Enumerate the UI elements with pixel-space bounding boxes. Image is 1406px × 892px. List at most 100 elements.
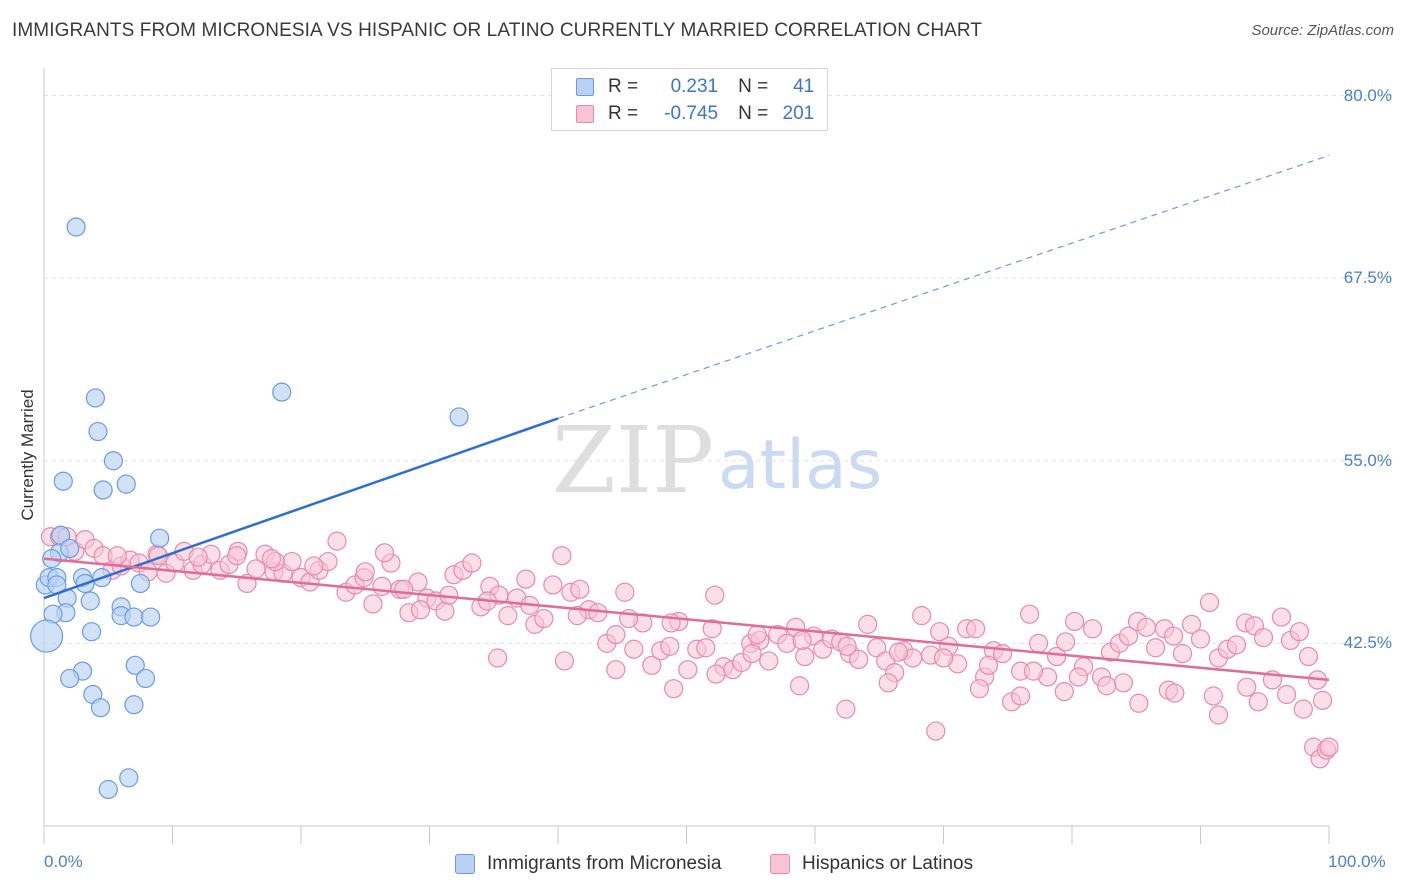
data-point-hispanics [660,636,680,656]
data-point-hispanics [1054,681,1074,702]
data-point-hispanics [1276,684,1297,705]
data-point-hispanics [696,638,716,658]
legend-swatch-hispanics [576,105,594,123]
data-point-hispanics [304,556,324,576]
data-point-micronesia [60,668,80,689]
data-point-hispanics [1319,737,1339,757]
data-point-hispanics [789,676,810,696]
data-point-hispanics [1082,619,1103,639]
data-point-micronesia [125,655,145,675]
data-point-micronesia [124,695,144,715]
data-point-hispanics [742,644,762,664]
data-point-hispanics [792,630,812,651]
data-point-hispanics [1165,683,1185,703]
data-point-hispanics [606,625,626,645]
y-tick-label: 42.5% [1343,633,1392,653]
data-point-micronesia [119,768,139,788]
data-point-micronesia [66,217,86,237]
legend-r-value: -0.745 [664,103,719,124]
data-point-micronesia [124,607,144,627]
data-point-micronesia [81,622,102,642]
data-point-hispanics [747,625,767,645]
data-point-hispanics [930,622,950,642]
data-point-hispanics [878,673,898,693]
data-point-hispanics [888,642,909,662]
legend-swatch-micronesia [576,78,594,96]
data-point-micronesia [449,407,469,427]
trend-lines [43,154,1330,682]
data-point-hispanics [1010,686,1031,706]
data-point-hispanics [702,619,722,639]
data-point-hispanics [355,562,375,582]
data-point-hispanics [1293,699,1313,719]
bottom-legend-swatch-micronesia [455,854,475,874]
data-point-hispanics [516,569,536,589]
data-point-micronesia [88,421,108,442]
data-point-hispanics [1163,626,1184,646]
y-tick-label: 80.0% [1343,85,1392,105]
data-point-micronesia [130,573,150,594]
data-point-hispanics [795,646,815,667]
data-point-hispanics [363,594,383,614]
data-point-micronesia [135,668,156,689]
data-point-micronesia [141,607,161,627]
data-point-micronesia [53,471,73,491]
data-point-hispanics [978,655,999,675]
legend-n-label: N = [738,103,769,124]
data-point-hispanics [912,606,932,626]
data-point-hispanics [664,679,684,699]
data-point-hispanics [642,655,662,675]
data-point-hispanics [1046,646,1067,667]
data-point-hispanics [462,553,482,573]
data-point-hispanics [624,639,644,659]
data-point-hispanics [1055,632,1076,652]
legend-n-value: 201 [782,103,815,124]
data-point-hispanics [1136,617,1157,637]
data-point-hispanics [1237,677,1257,697]
data-point-hispanics [678,660,698,680]
legend-n-value: 41 [793,76,815,97]
data-point-hispanics [552,546,572,566]
data-point-hispanics [1172,644,1193,664]
data-point-hispanics [858,614,878,634]
data-point-hispanics [1019,604,1040,624]
y-tick-label: 67.5% [1343,268,1392,288]
data-point-hispanics [567,606,587,626]
legend-n-label: N = [738,76,769,97]
data-point-hispanics [1208,705,1229,725]
data-point-hispanics [1097,676,1117,696]
legend-r-label: R = [608,76,639,97]
legend-r-value: 0.231 [670,76,719,97]
bottom-legend-label-hispanics: Hispanics or Latinos [802,853,974,874]
stats-legend: R = 0.231 N = 41 R = -0.745 N = 201 [551,68,828,131]
bottom-legend-micronesia: Immigrants from Micronesia [455,852,721,876]
data-point-hispanics [372,576,392,597]
data-point-micronesia [98,779,118,800]
data-point-hispanics [1248,692,1268,712]
watermark-atlas: atlas [718,426,882,505]
data-point-hispanics [554,651,575,671]
data-point-micronesia [150,528,170,548]
data-point-hispanics [327,531,347,551]
source-label: Source: ZipAtlas.com [1251,22,1394,39]
data-point-hispanics [837,636,857,656]
data-point-hispanics [107,546,127,566]
axes [43,68,1330,844]
bottom-legend-swatch-hispanics [770,854,790,874]
data-point-hispanics [759,651,779,671]
y-tick-label: 55.0% [1343,450,1392,470]
data-point-hispanics [1253,627,1274,648]
watermark: ZIP atlas [552,407,882,514]
legend-row-hispanics: R = -0.745 N = 201 [576,103,814,125]
data-point-hispanics [394,579,414,599]
data-point-hispanics [1289,622,1310,642]
data-point-hispanics [1028,633,1049,653]
data-point-hispanics [227,546,247,566]
data-point-hispanics [615,582,635,602]
data-point-hispanics [1181,614,1202,634]
data-point-micronesia [29,619,64,653]
data-point-hispanics [1145,638,1166,658]
trend-line-micronesia [43,417,559,600]
data-point-hispanics [706,664,726,684]
